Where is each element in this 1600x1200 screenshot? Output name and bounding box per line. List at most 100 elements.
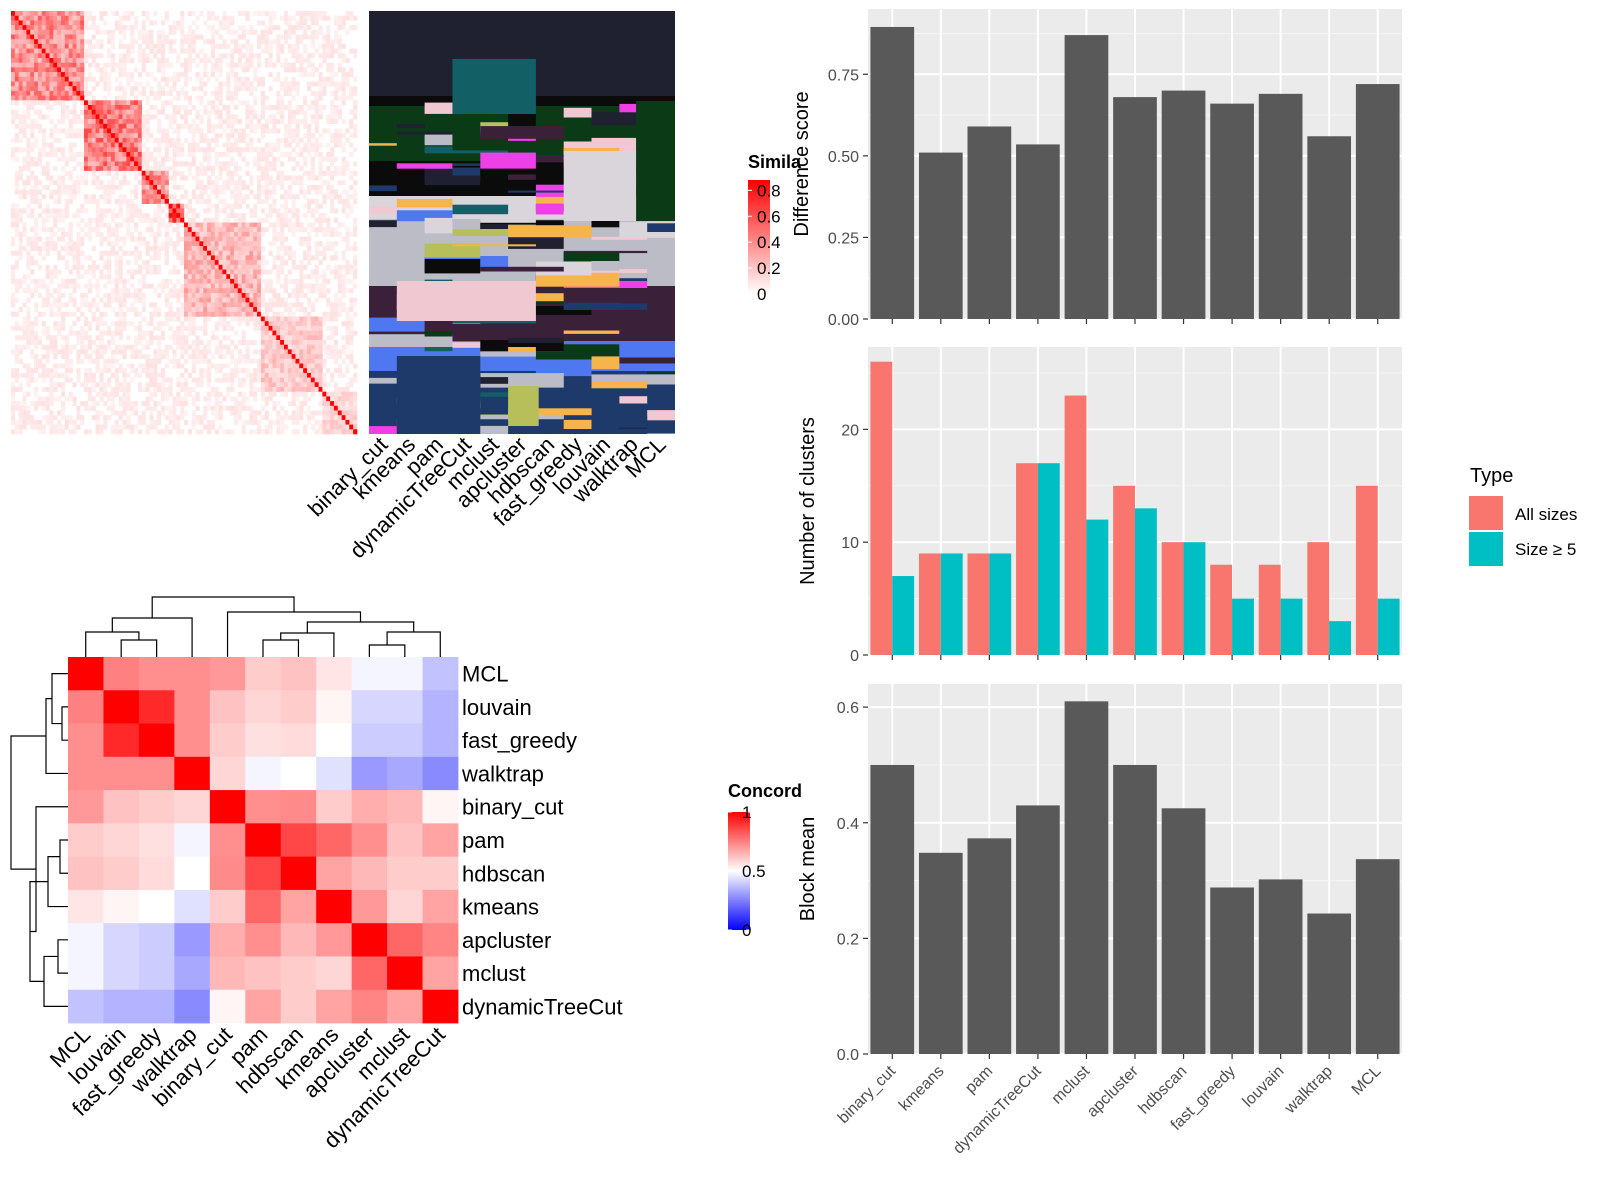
similarity-cell	[260, 184, 266, 190]
similarity-cell	[30, 354, 35, 360]
similarity-cell	[130, 142, 135, 148]
similarity-cell	[276, 76, 281, 82]
similarity-cell	[114, 199, 119, 204]
similarity-cell	[184, 269, 189, 275]
similarity-cell	[214, 307, 219, 313]
similarity-cell	[295, 264, 300, 270]
similarity-cell	[299, 363, 304, 369]
similarity-cell	[68, 58, 73, 63]
similarity-cell	[134, 344, 139, 350]
similarity-cell	[118, 236, 123, 242]
similarity-cell	[49, 231, 54, 237]
similarity-cell	[199, 354, 204, 360]
similarity-cell	[295, 208, 300, 214]
similarity-cell	[257, 363, 262, 369]
similarity-cell	[299, 340, 304, 345]
similarity-cell	[22, 180, 27, 186]
similarity-cell	[145, 363, 150, 369]
similarity-cell	[60, 344, 66, 350]
similarity-cell	[53, 297, 58, 303]
similarity-cell	[34, 354, 39, 360]
similarity-cell	[14, 62, 19, 68]
similarity-cell	[241, 260, 246, 266]
similarity-cell	[14, 401, 19, 407]
similarity-cell	[41, 25, 46, 31]
similarity-cell	[122, 58, 127, 63]
similarity-cell	[57, 255, 62, 261]
similarity-cell	[64, 363, 69, 369]
similarity-cell	[157, 166, 162, 172]
similarity-cell	[345, 307, 350, 313]
similarity-cell	[118, 20, 123, 26]
similarity-cell	[99, 105, 104, 110]
similarity-cell	[87, 119, 93, 125]
similarity-cell	[218, 321, 223, 327]
similarity-cell	[37, 283, 43, 289]
similarity-cell	[22, 321, 27, 327]
similarity-cell	[272, 354, 277, 360]
similarity-cell	[333, 297, 339, 303]
similarity-cell	[280, 137, 285, 143]
similarity-cell	[318, 401, 323, 407]
similarity-cell	[172, 137, 177, 143]
similarity-cell	[157, 410, 162, 416]
similarity-cell	[137, 297, 143, 303]
similarity-cell	[310, 410, 316, 416]
similarity-cell	[295, 152, 300, 157]
similarity-cell	[257, 288, 262, 294]
similarity-cell	[214, 208, 219, 214]
similarity-cell	[49, 241, 54, 247]
similarity-cell	[299, 377, 304, 383]
similarity-cell	[172, 119, 177, 125]
similarity-cell	[272, 321, 277, 327]
similarity-cell	[260, 147, 266, 153]
similarity-cell	[241, 354, 246, 360]
similarity-cell	[14, 213, 19, 219]
similarity-cell	[130, 128, 135, 134]
similarity-cell	[11, 29, 16, 35]
similarity-cell	[110, 161, 116, 167]
similarity-cell	[214, 288, 219, 294]
similarity-cell	[326, 39, 331, 45]
similarity-cell	[264, 48, 269, 54]
similarity-cell	[84, 387, 89, 392]
similarity-cell	[18, 72, 23, 78]
similarity-cell	[337, 133, 342, 139]
similarity-cell	[303, 48, 308, 54]
similarity-cell	[95, 105, 100, 110]
similarity-cell	[68, 34, 73, 40]
similarity-cell	[137, 231, 143, 237]
similarity-cell	[153, 48, 158, 54]
similarity-cell	[118, 297, 123, 303]
similarity-cell	[11, 53, 16, 59]
similarity-cell	[318, 410, 323, 416]
similarity-cell	[226, 311, 231, 317]
similarity-cell	[195, 175, 200, 181]
similarity-cell	[130, 405, 135, 411]
similarity-cell	[114, 170, 119, 176]
similarity-cell	[260, 189, 266, 195]
similarity-cell	[291, 264, 296, 270]
similarity-cell	[11, 217, 16, 223]
similarity-cell	[253, 377, 258, 383]
similarity-cell	[214, 43, 219, 49]
similarity-cell	[149, 382, 154, 388]
similarity-cell	[333, 255, 339, 261]
similarity-cell	[145, 34, 150, 40]
similarity-cell	[91, 123, 96, 129]
similarity-cell	[337, 15, 342, 21]
similarity-cell	[268, 391, 273, 397]
similarity-cell	[80, 34, 85, 40]
similarity-cell	[245, 142, 250, 148]
similarity-cell	[99, 156, 104, 162]
similarity-cell	[141, 189, 146, 195]
similarity-cell	[149, 86, 154, 92]
similarity-cell	[103, 391, 108, 397]
similarity-cell	[49, 213, 54, 219]
similarity-cell	[237, 11, 242, 16]
similarity-cell	[180, 203, 185, 209]
similarity-cell	[349, 246, 354, 251]
similarity-cell	[218, 175, 223, 181]
similarity-cell	[345, 368, 350, 374]
similarity-cell	[345, 401, 350, 407]
